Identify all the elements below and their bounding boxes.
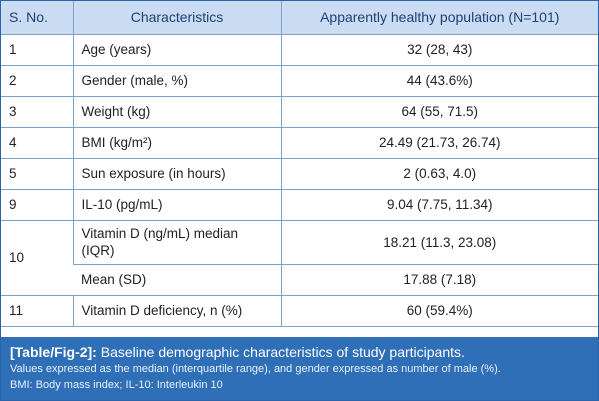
table-row: 1 Age (years) 32 (28, 43) <box>1 34 598 66</box>
row-sno: 1 <box>1 34 73 66</box>
table-row: 11 Vitamin D deficiency, n (%) 60 (59.4%… <box>1 295 598 327</box>
row-value: 2 (0.63, 4.0) <box>280 158 598 190</box>
row-sno: 3 <box>1 96 73 128</box>
row-value: 17.88 (7.18) <box>280 264 598 296</box>
caption-note-values: Values expressed as the median (interqua… <box>10 363 501 375</box>
row-characteristic: Mean (SD) <box>73 264 281 296</box>
row-sno: 11 <box>1 295 73 327</box>
table-caption: [Table/Fig-2]: Baseline demographic char… <box>1 337 598 400</box>
caption-title-text: Baseline demographic characteristics of … <box>96 344 465 360</box>
row-value: 64 (55, 71.5) <box>280 96 598 128</box>
row-characteristic: Weight (kg) <box>72 96 281 128</box>
row-value: 24.49 (21.73, 26.74) <box>280 127 598 159</box>
caption-title: [Table/Fig-2]: Baseline demographic char… <box>10 343 590 361</box>
row-sno: 10 <box>1 220 73 296</box>
characteristics-table: S. No. Characteristics Apparently health… <box>1 1 598 327</box>
table-row: 2 Gender (male, %) 44 (43.6%) <box>1 65 598 97</box>
table-row: 10 Vitamin D (ng/mL) median (IQR) 18.21 … <box>1 220 598 296</box>
row-value: 44 (43.6%) <box>280 65 598 97</box>
row-characteristic: IL-10 (pg/mL) <box>72 189 281 221</box>
header-sno: S. No. <box>1 1 73 35</box>
row-characteristic: Age (years) <box>72 34 281 66</box>
table-row: 4 BMI (kg/m²) 24.49 (21.73, 26.74) <box>1 127 598 159</box>
table-row: 9 IL-10 (pg/mL) 9.04 (7.75, 11.34) <box>1 189 598 221</box>
row-characteristic: BMI (kg/m²) <box>72 127 281 159</box>
caption-label: [Table/Fig-2]: <box>10 344 97 360</box>
row-sno: 2 <box>1 65 73 97</box>
header-characteristics: Characteristics <box>72 1 281 35</box>
row-value: 32 (28, 43) <box>280 34 598 66</box>
row-characteristic: Gender (male, %) <box>72 65 281 97</box>
header-population: Apparently healthy population (N=101) <box>280 1 598 35</box>
row-value: 18.21 (11.3, 23.08) <box>280 220 598 265</box>
row-characteristic: Sun exposure (in hours) <box>72 158 281 190</box>
row-characteristic: Vitamin D (ng/mL) median (IQR) <box>72 220 281 265</box>
header-row: S. No. Characteristics Apparently health… <box>1 1 598 35</box>
row-sno: 5 <box>1 158 73 190</box>
row-value: 9.04 (7.75, 11.34) <box>280 189 598 221</box>
row-value: 60 (59.4%) <box>280 295 598 327</box>
table-row: 3 Weight (kg) 64 (55, 71.5) <box>1 96 598 128</box>
row-characteristic: Vitamin D deficiency, n (%) <box>72 295 281 327</box>
table-row: Mean (SD) 17.88 (7.18) <box>1 264 598 296</box>
table-row: 5 Sun exposure (in hours) 2 (0.63, 4.0) <box>1 158 598 190</box>
row-sno: 4 <box>1 127 73 159</box>
row-sno: 9 <box>1 189 73 221</box>
caption-note-abbreviations: BMI: Body mass index; IL-10: Interleukin… <box>10 379 223 391</box>
